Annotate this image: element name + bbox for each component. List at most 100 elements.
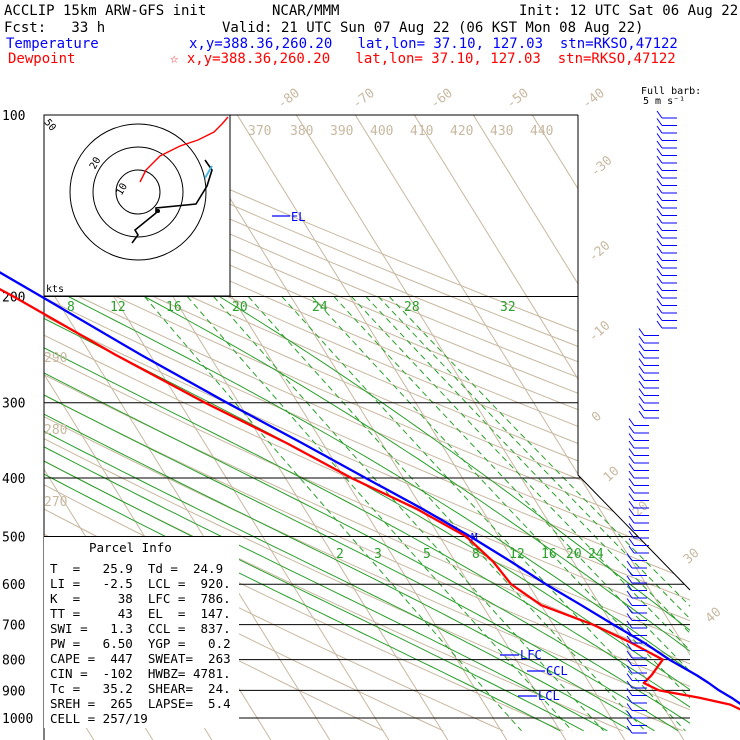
dry-adiabat-line [44,115,690,732]
wind-barb-flag [638,388,645,396]
wind-barb-flag [656,260,663,269]
pressure-label: 800 [2,654,25,669]
mixing-ratio-label: 12 [509,547,525,562]
mixing-ratio-line [388,296,690,732]
wind-barb-flag [626,605,633,614]
moist-adiabat-line [44,268,584,732]
hodograph-trace [131,159,213,244]
mixing-ratio-label: 28 [404,300,420,315]
wind-barb-flag [626,718,633,726]
wind-barb-flag [626,650,633,659]
isotherm-label: 0 [589,409,605,425]
isotherm-line [236,115,626,740]
dry-adiabat-line [44,115,624,732]
mixing-ratio-label: 16 [166,300,182,315]
wind-barb-flag [656,268,663,276]
mixing-ratio-label: 8 [472,547,480,562]
dewpoint-legend-label: Dewpoint [8,51,75,67]
org-label: NCAR/MMM [272,3,339,19]
theta-label-left: 280 [44,423,67,438]
temperature-station-info: x,y=388.36,260.20 lat,lon= 37.10, 127.03… [189,36,678,52]
mixing-ratio-label: 3 [374,547,382,562]
wind-barb-flag [628,448,635,456]
wind-barb-flag [626,643,633,651]
parcel-row: LI = -2.5 LCL = 920. [50,576,231,591]
wind-barb-flag [656,140,663,149]
wind-barb-flag [626,658,633,666]
moist-adiabat-line [92,268,690,732]
hodograph-unit-label: kts [46,284,64,295]
mixing-ratio-line [247,296,646,732]
moist-adiabat-line [44,268,679,732]
dry-adiabat-line [44,115,690,732]
el-marker: EL [272,210,305,224]
wind-barb-flag [656,133,663,141]
dry-adiabat-line [44,115,690,732]
wind-barb-flag [656,313,663,321]
parcel-row: CAPE = 447 SWEAT= 263 [50,651,231,666]
mixing-ratio-label: 20 [232,300,248,315]
theta-label: 430 [490,124,513,139]
wind-barb-flag [628,523,635,531]
dry-adiabat-line [44,115,690,732]
barb-legend-line2: 5 m s⁻¹ [643,96,685,107]
mixing-ratio-label: 20 [566,547,582,562]
dry-adiabat-line [44,115,690,732]
wind-barb-flag [638,343,645,351]
wind-barb-flag [626,575,633,584]
parcel-info-title: Parcel Info [89,540,172,555]
hodograph: 10 20 50 kts [42,114,231,297]
parcel-info-panel: Parcel Info T = 25.9 Td = 24.9 LI = -2.5… [44,537,239,728]
theta-label: 410 [410,124,433,139]
isotherm-label: 30 [681,546,703,568]
wind-barb-flag [638,380,645,389]
wind-barb-flag [626,665,633,674]
wind-barb-flag [638,365,645,374]
hodograph-trace-upper [204,165,213,179]
wind-barb-flag [656,118,663,126]
parcel-info-bg [44,537,239,728]
wind-barb-flag [626,725,633,734]
wind-barb-flag [628,478,635,486]
wind-barb-flag [656,125,663,134]
dewpoint-profile [0,287,740,711]
isotherm-line [354,115,690,740]
parcel-row: SWI = 1.3 CCL = 837. [50,621,231,636]
mixing-ratio-label: 12 [110,300,126,315]
mixing-ratio-line [377,296,690,732]
wind-barb-flag [656,245,663,254]
wind-barb-flag [656,208,663,216]
wind-barb-flag [638,358,645,366]
wind-barb-flag [656,215,663,224]
wind-barb-flag [656,200,663,209]
mixing-ratio-label: 24 [312,300,328,315]
dry-adiabat-line [44,115,690,732]
wind-barb-flag [628,500,635,509]
parcel-row: CELL = 257/19 [50,711,148,726]
wind-barb-flag [626,613,633,621]
ccl-label: CCL [546,664,568,678]
mixing-ratio-lines [144,296,690,732]
wind-barb-flag [626,590,633,599]
isotherm-line [0,115,35,740]
isotherm-label: 40 [703,605,725,627]
wind-barb-flag [626,553,633,561]
wind-barb-flag [638,328,645,336]
wind-barb-flag [638,350,645,359]
parcel-row: SREH = 265 LAPSE= 5.4 [50,696,231,711]
parcel-row: T = 25.9 Td = 24.9 [50,561,223,576]
wind-barb-flag [626,628,633,636]
wind-barb-flag [626,695,633,704]
right-border-line [577,115,691,591]
dry-adiabat-line [44,115,690,732]
el-label: EL [291,210,305,224]
wind-barb-flag [628,425,635,434]
dry-adiabat-line [44,115,690,732]
parcel-row: Tc = 35.2 SHEAR= 24. [50,681,231,696]
isotherm-label: -10 [586,318,613,345]
theta-label: 390 [330,124,353,139]
wind-barb-flag [638,395,645,404]
isotherm-label: -80 [275,86,303,112]
temperature-points [41,296,732,698]
